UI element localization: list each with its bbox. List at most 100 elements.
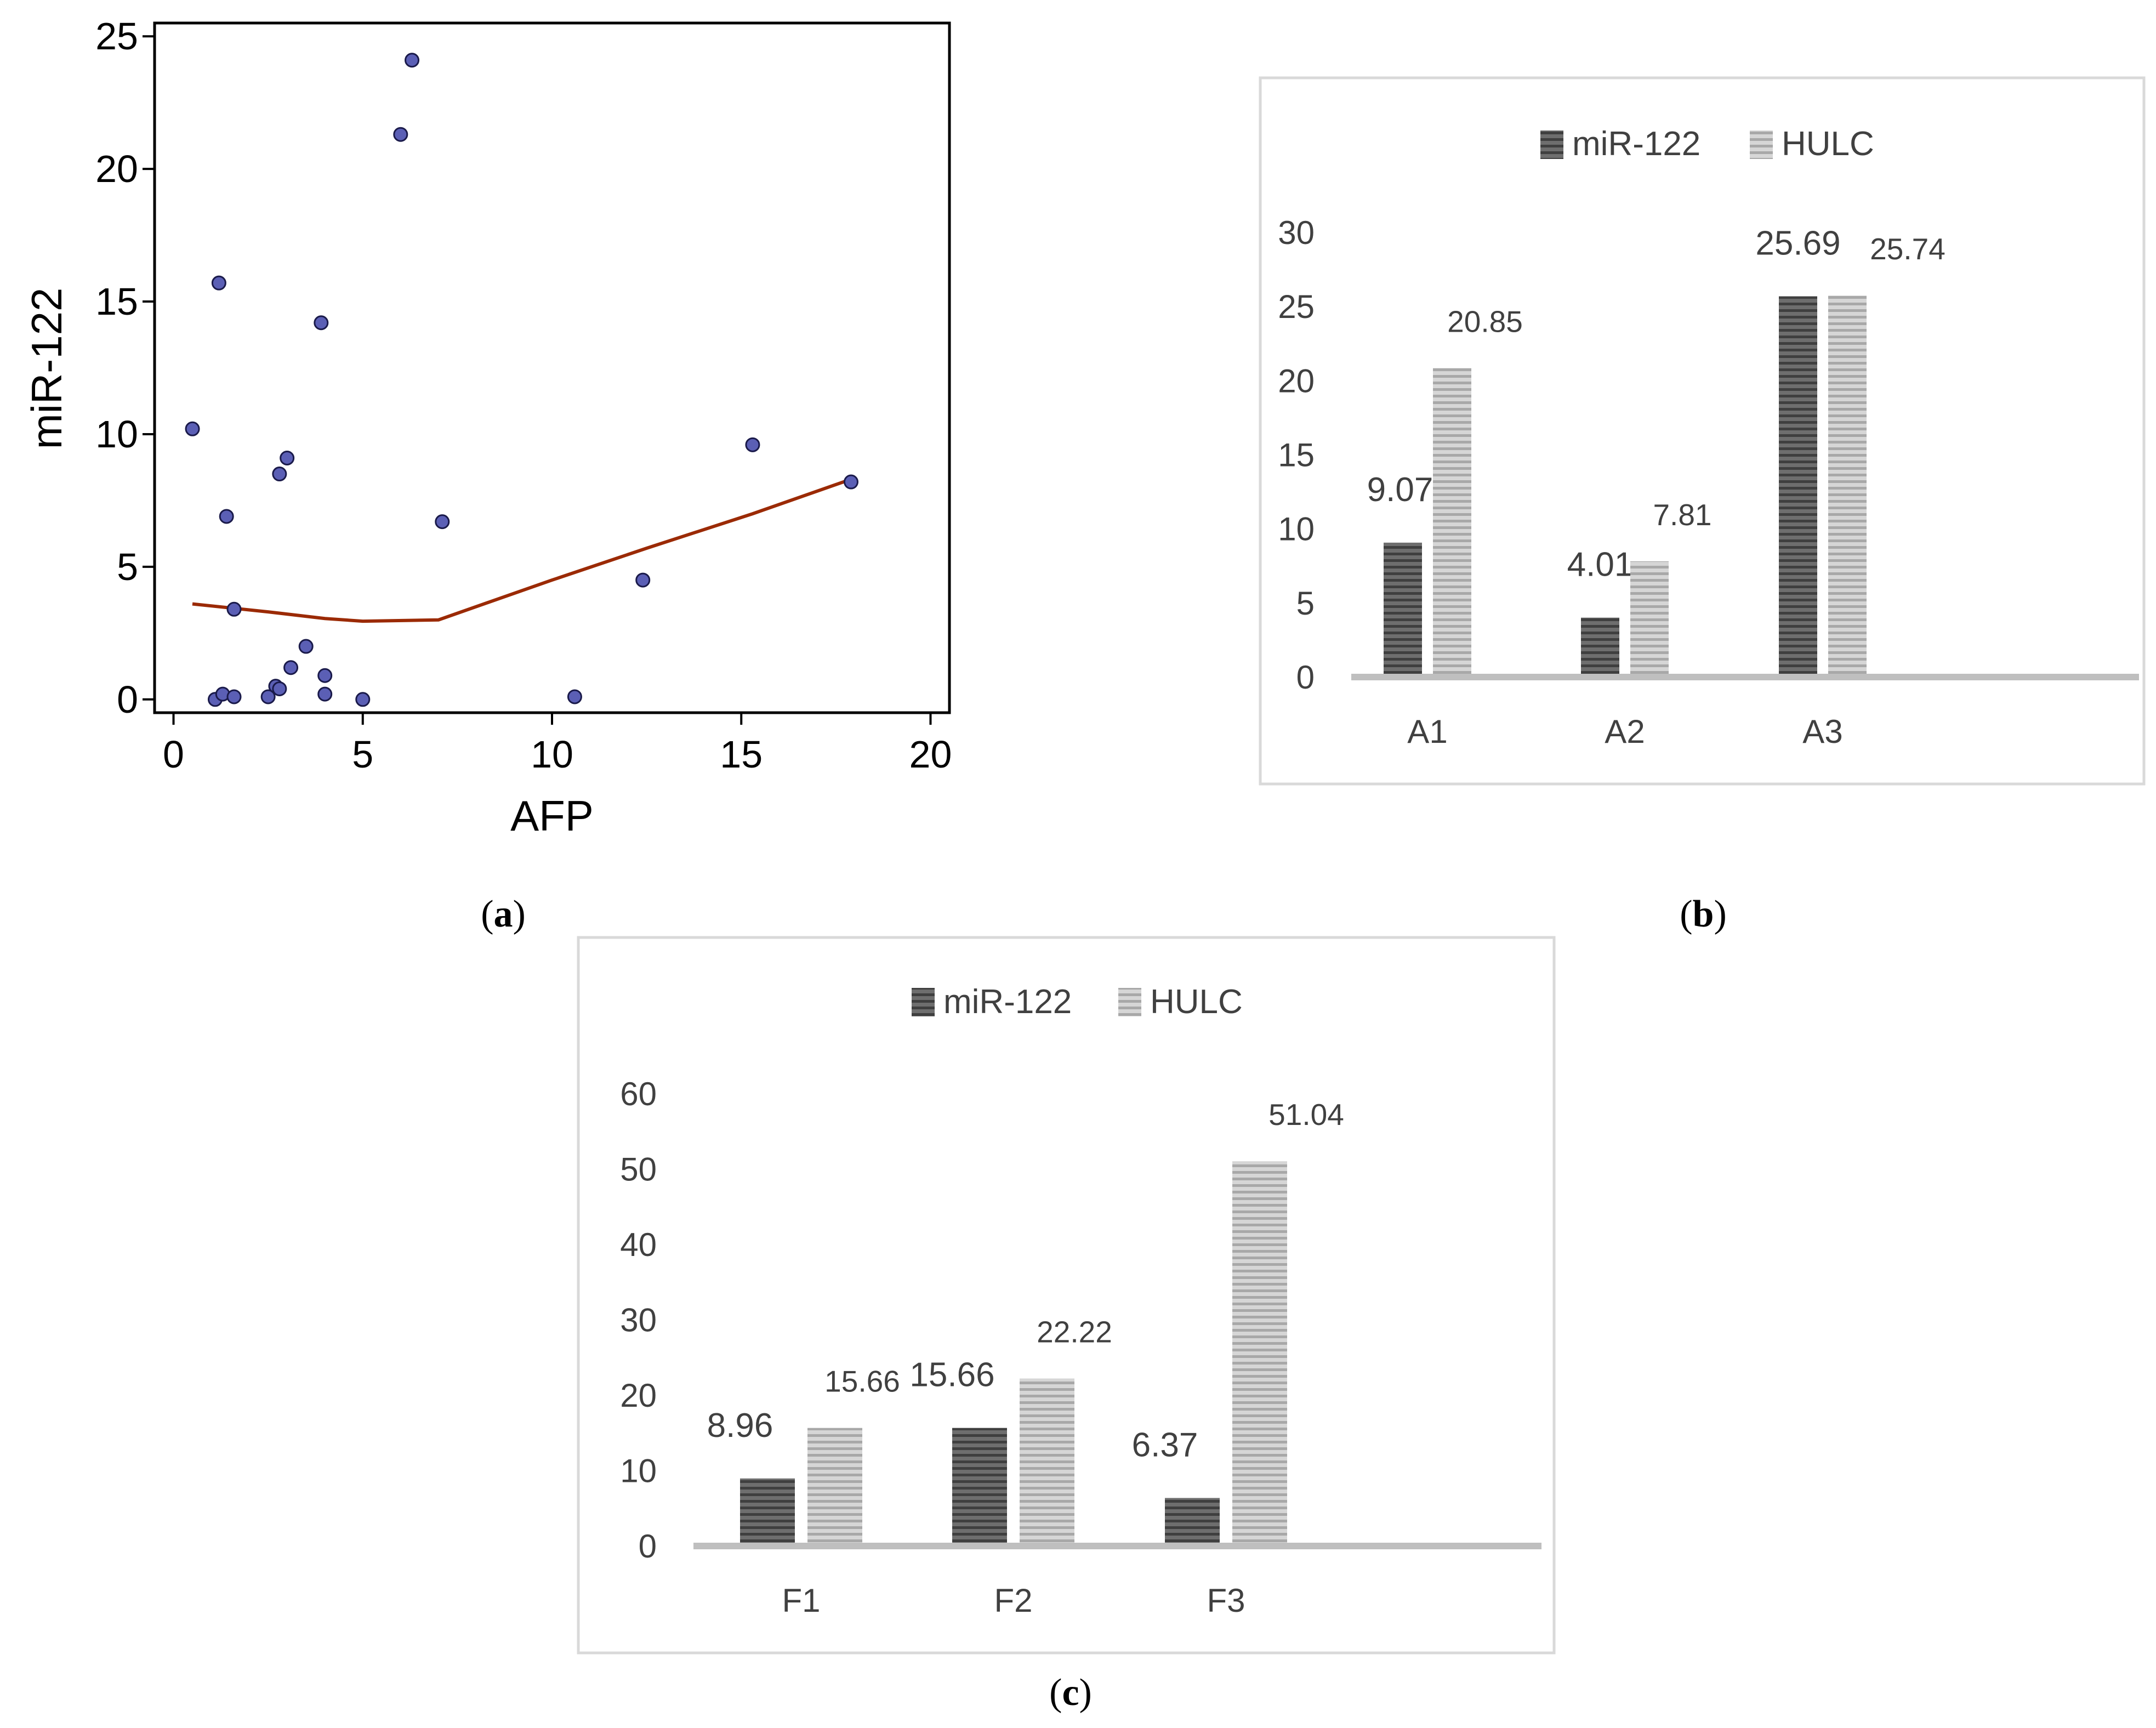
legend: miR-122 HULC — [912, 983, 1243, 1021]
legend-label-mir122: miR-122 — [1572, 125, 1700, 163]
plot-frame — [153, 21, 951, 714]
legend-swatch-mir122 — [912, 988, 935, 1016]
data-point — [226, 689, 242, 704]
data-point — [226, 601, 242, 617]
bar-mir-122-f3 — [1165, 1498, 1220, 1546]
data-point — [843, 474, 858, 490]
plot-area: 0 5 10 15 20 25 30 9.07 20.85 A1 4.01 7.81 A2 25.69 25… — [1278, 214, 2139, 750]
bar-mir-122-a3 — [1779, 296, 1817, 677]
data-point — [298, 639, 314, 654]
data-point — [211, 275, 226, 291]
bar-mir-122-a1 — [1384, 542, 1422, 677]
legend-label-hulc: HULC — [1782, 125, 1874, 163]
data-point — [219, 509, 234, 524]
data-label: 15.66 — [909, 1356, 994, 1394]
scatter-chart-a: 0 5 10 15 20 0 5 10 15 20 25 AFP miR-122 (a) — [22, 15, 952, 935]
legend-swatch-hulc — [1750, 130, 1773, 159]
data-point — [272, 467, 287, 482]
bar-hulc-a3 — [1828, 295, 1867, 677]
y-tick-label: 20 — [95, 147, 138, 190]
data-point — [272, 681, 287, 696]
y-tick-label: 5 — [1296, 585, 1315, 622]
data-point — [260, 689, 276, 704]
legend: miR-122 HULC — [1540, 125, 1874, 163]
bar-mir-122-f2 — [952, 1428, 1007, 1546]
data-point — [317, 668, 333, 683]
legend-label-hulc: HULC — [1150, 983, 1243, 1021]
data-point — [185, 421, 200, 436]
data-label: 51.04 — [1268, 1098, 1344, 1132]
x-axis-label: AFP — [510, 792, 594, 840]
data-label: 6.37 — [1132, 1426, 1198, 1464]
y-tick-label: 20 — [1278, 362, 1315, 399]
data-label: 8.96 — [707, 1407, 773, 1445]
data-point — [405, 53, 420, 68]
data-point — [635, 572, 651, 588]
bar-mir-122-a2 — [1581, 617, 1619, 677]
bar-chart-c: miR-122 HULC 0 10 20 30 40 50 60 8.96 15.66 F1 15.… — [577, 936, 1556, 1714]
legend-swatch-mir122 — [1540, 130, 1563, 159]
x-tick-label: 20 — [909, 733, 952, 776]
data-label: 15.66 — [824, 1365, 900, 1399]
panel-label-c: (c) — [1049, 1672, 1092, 1714]
panel-label-b: (b) — [1680, 893, 1727, 935]
data-point — [567, 689, 582, 704]
data-point — [393, 127, 408, 142]
category-label: F2 — [994, 1582, 1032, 1619]
data-label: 25.69 — [1755, 225, 1840, 263]
y-tick-label: 30 — [620, 1302, 657, 1339]
y-tick-label: 15 — [95, 280, 138, 323]
trend-line — [192, 478, 852, 623]
y-tick-label: 30 — [1278, 214, 1315, 251]
axis-ticks: 0 5 10 15 20 0 5 10 15 20 25 — [95, 15, 952, 776]
data-label: 22.22 — [1037, 1315, 1112, 1349]
bar-mir-122-f1 — [740, 1478, 795, 1546]
y-tick-label: 40 — [620, 1226, 657, 1263]
y-tick-label: 60 — [620, 1076, 657, 1112]
x-tick-label: 10 — [531, 733, 573, 776]
bar-hulc-f3 — [1232, 1161, 1287, 1546]
x-tick-label: 15 — [720, 733, 763, 776]
data-point — [355, 692, 371, 707]
y-tick-label: 25 — [95, 15, 138, 58]
data-point — [314, 315, 329, 331]
y-tick-label: 20 — [620, 1377, 657, 1414]
data-label: 9.07 — [1367, 471, 1433, 509]
y-tick-label: 15 — [1278, 437, 1315, 474]
data-label: 4.01 — [1567, 546, 1634, 584]
legend-label-mir122: miR-122 — [943, 983, 1072, 1021]
y-tick-label: 10 — [1278, 511, 1315, 548]
y-tick-label: 0 — [1296, 659, 1315, 696]
data-label: 7.81 — [1653, 498, 1711, 532]
x-tick-label: 5 — [352, 733, 373, 776]
y-tick-label: 50 — [620, 1151, 657, 1188]
category-label: F1 — [782, 1582, 820, 1619]
data-point — [283, 660, 299, 675]
y-tick-label: 5 — [117, 545, 138, 588]
data-points — [185, 53, 858, 707]
category-label: A3 — [1802, 713, 1842, 750]
y-tick-label: 0 — [117, 678, 138, 721]
bar-hulc-a1 — [1433, 368, 1471, 677]
data-point — [745, 437, 760, 452]
data-point — [317, 686, 333, 702]
y-tick-label: 10 — [95, 413, 138, 456]
data-point — [280, 451, 295, 466]
bar-hulc-a2 — [1630, 561, 1669, 677]
bar-hulc-f2 — [1020, 1378, 1074, 1546]
plot-area: 0 10 20 30 40 50 60 8.96 15.66 F1 15.66 22.22 F2 6.37… — [620, 1076, 1541, 1619]
data-point — [435, 514, 450, 530]
x-tick-label: 0 — [163, 733, 184, 776]
category-label: A2 — [1605, 713, 1645, 750]
bar-hulc-f1 — [807, 1428, 862, 1546]
data-label: 20.85 — [1447, 304, 1523, 338]
panel-label-a: (a) — [481, 893, 526, 935]
legend-swatch-hulc — [1118, 988, 1141, 1016]
data-label: 25.74 — [1870, 232, 1945, 266]
y-axis-label: miR-122 — [22, 288, 71, 450]
category-label: A1 — [1407, 713, 1447, 750]
y-tick-label: 25 — [1278, 288, 1315, 325]
bar-chart-b: miR-122 HULC 0 5 10 15 20 25 30 9.07 20.85 A1 4.01… — [1259, 76, 2146, 935]
category-label: F3 — [1207, 1582, 1245, 1619]
